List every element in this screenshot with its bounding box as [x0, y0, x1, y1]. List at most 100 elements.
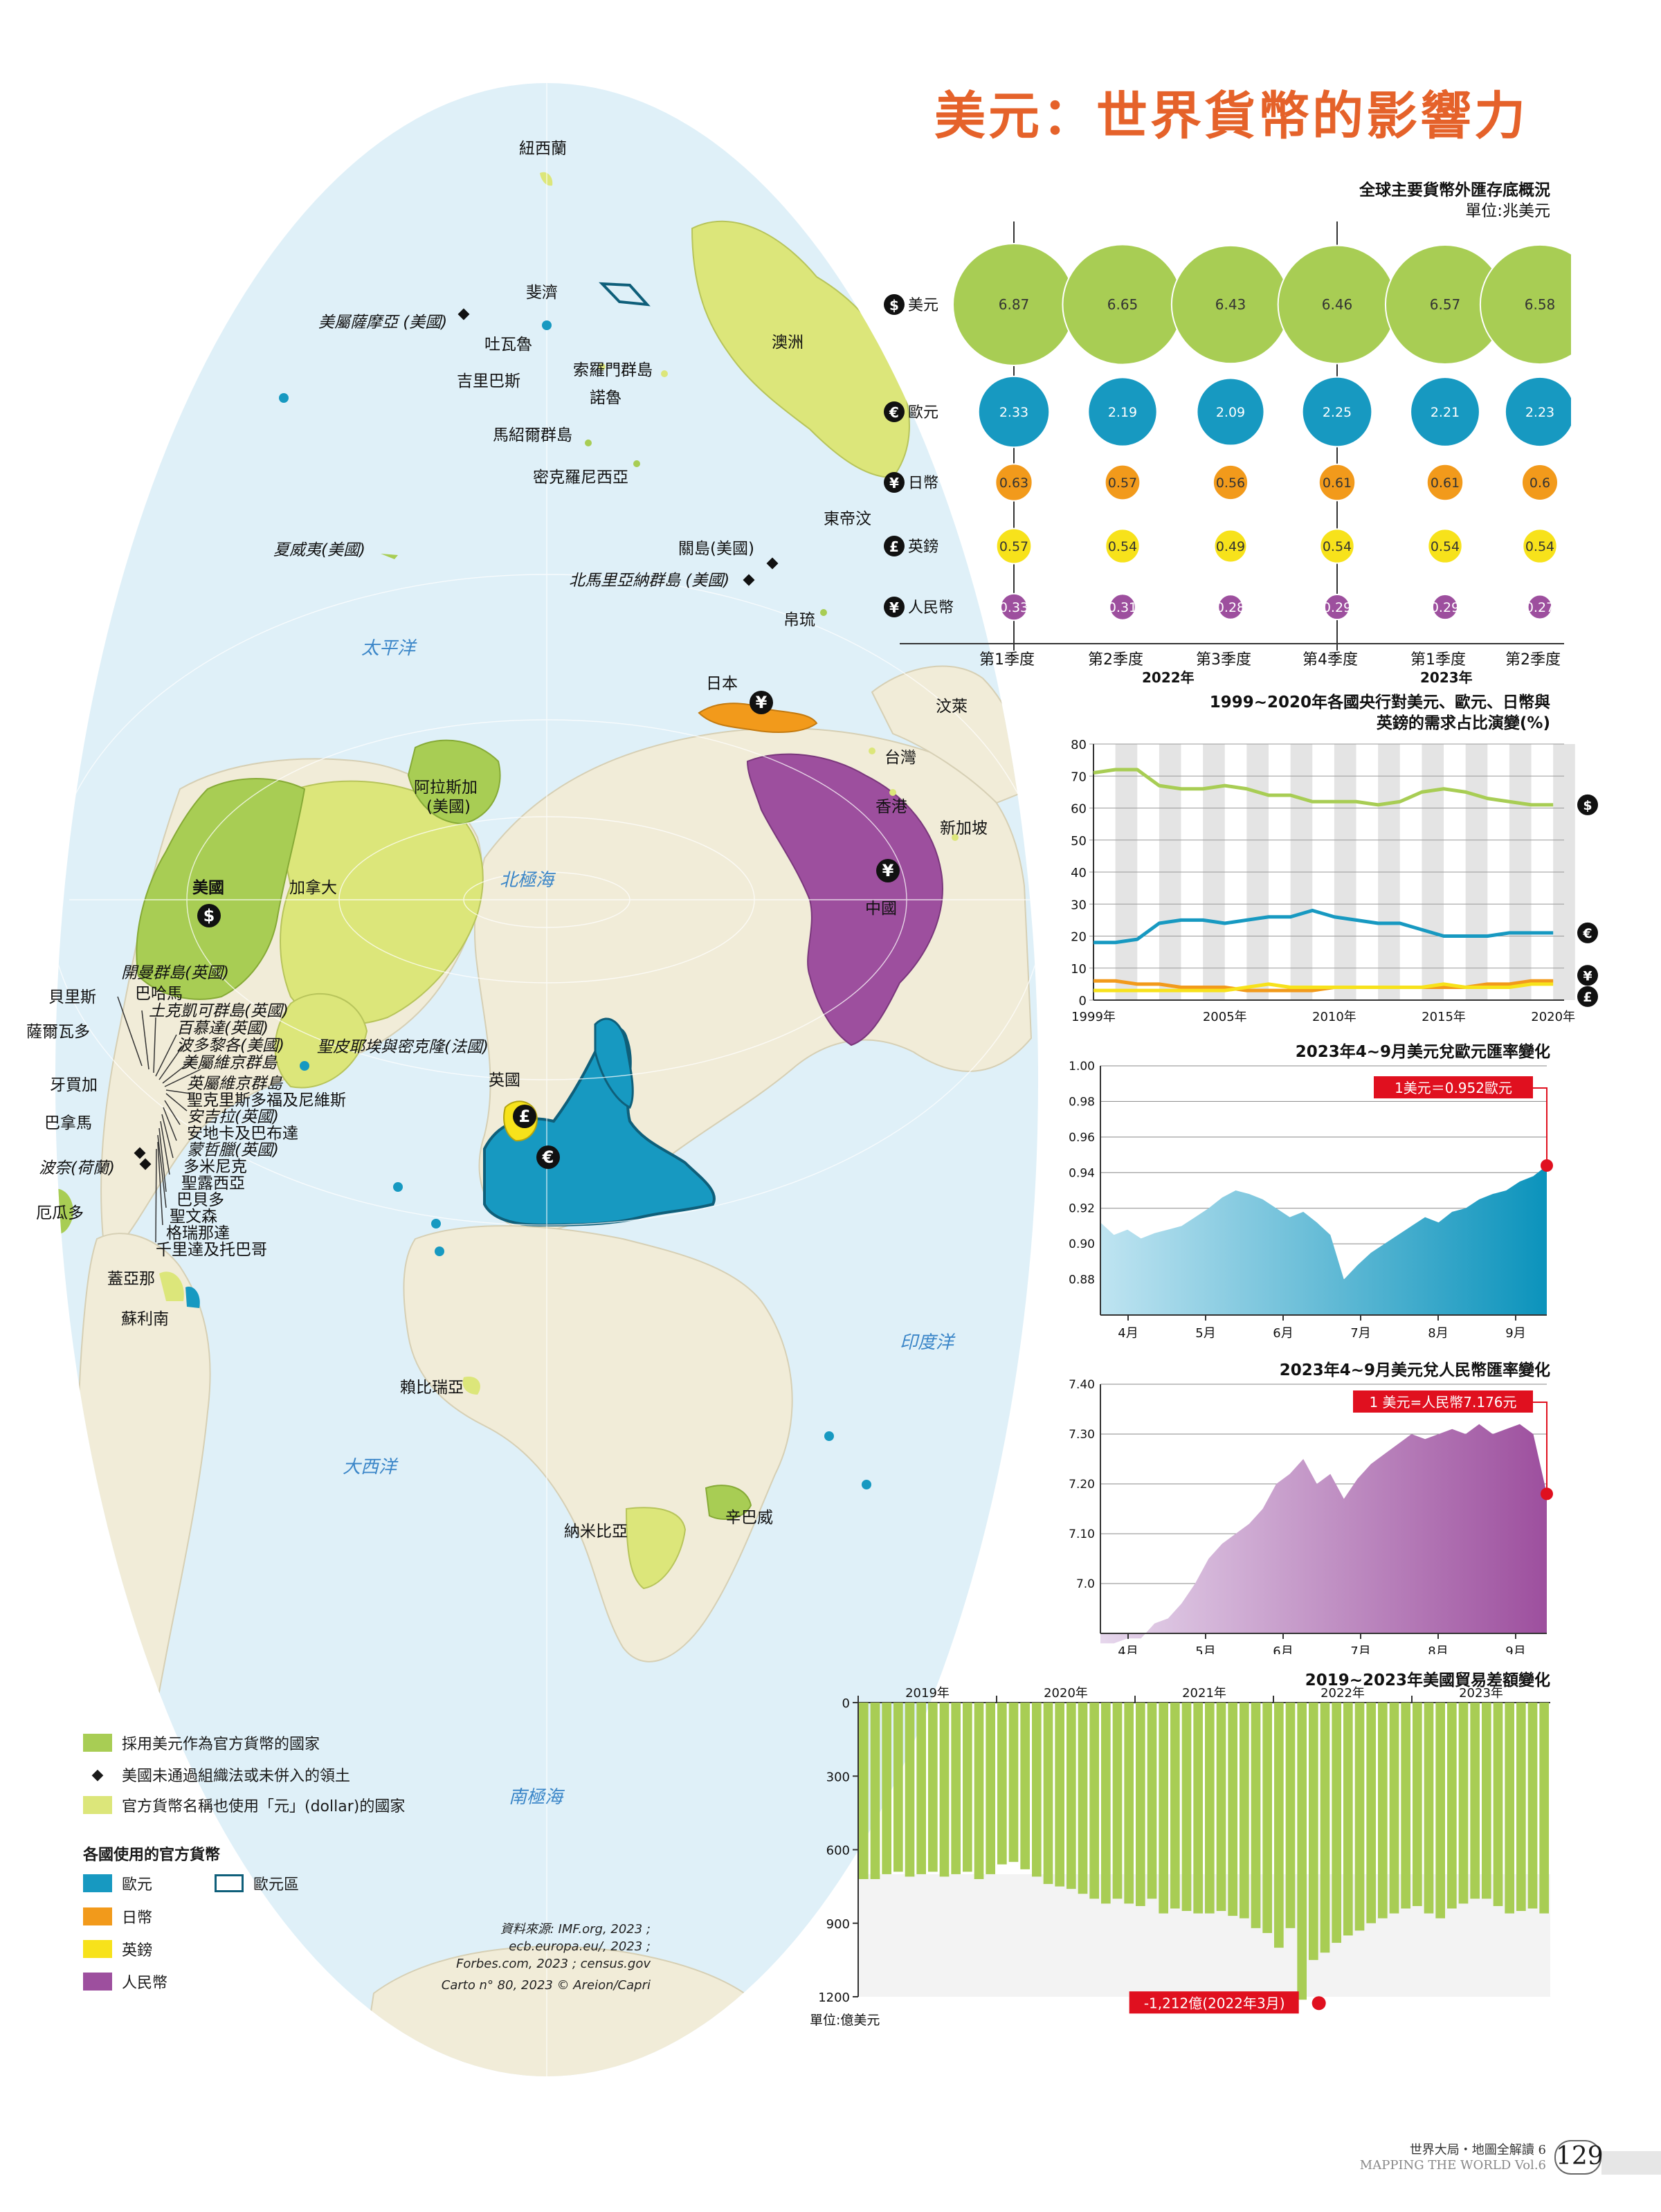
label-montserrat: 蒙哲臘(英國): [187, 1141, 279, 1159]
label-alaska-1: 阿拉斯加: [414, 779, 478, 797]
bar-18: [1067, 1703, 1076, 1889]
reserves-bubble-chart: $ 美元 6.87 6.65 6.43 6.46 6.57 6.58 € 歐元 2.33 2.19 2.…: [884, 221, 1571, 685]
bar-49: [1424, 1703, 1434, 1914]
bubble-4-1: [1109, 593, 1136, 621]
reserves-title-text: 全球主要貨幣外匯存底概況: [1359, 181, 1550, 199]
xtick-4: 2023年: [1459, 1686, 1503, 1701]
bar-12: [997, 1703, 1007, 1865]
label-ecuador: 厄瓜多: [36, 1204, 84, 1222]
quarter-label-0: 第1季度: [979, 651, 1035, 669]
ytick-7.30: 7.30: [1069, 1428, 1095, 1442]
bar-48: [1413, 1703, 1422, 1906]
bar-6: [928, 1703, 938, 1872]
year-label-2022: 2022年: [1142, 669, 1195, 685]
source-line-3: Forbes.com, 2023 ; census.gov: [456, 1957, 651, 1971]
currency-symbol-1: €: [889, 404, 899, 421]
currency-icon-1: [884, 401, 905, 422]
land-usa: [136, 778, 306, 1000]
currency-label-3: 英鎊: [908, 538, 938, 556]
min-marker: [1311, 1996, 1326, 2011]
ytick-1200: 1200: [818, 1991, 850, 2005]
bubble-value-3-0: 0.57: [999, 539, 1028, 554]
xtick-1: 5月: [1195, 1326, 1215, 1341]
land-ecuador: [55, 1188, 73, 1234]
bar-59: [1539, 1703, 1549, 1914]
currency-symbol-0: $: [889, 297, 899, 314]
eur-chart-title: 2023年4~9月美元兌歐元匯率變化: [1295, 1043, 1550, 1061]
label-bahamas-uk: 開曼群島(英國): [121, 964, 229, 982]
bar-33: [1240, 1703, 1249, 1919]
bar-14: [1020, 1703, 1030, 1869]
bar-0: [859, 1703, 869, 1879]
bubble-4-5: [1527, 594, 1553, 620]
cny-chart-title: 2023年4~9月美元兌人民幣匯率變化: [1279, 1361, 1550, 1379]
ytick-40: 40: [1071, 866, 1087, 880]
swatch-rmb: [83, 1973, 112, 1991]
bubble-value-2-5: 0.6: [1530, 475, 1550, 491]
bubble-value-3-1: 0.54: [1108, 539, 1137, 554]
bar-47: [1401, 1703, 1410, 1909]
xtick-5: 9月: [1505, 1326, 1525, 1341]
bar-25: [1147, 1703, 1157, 1899]
xtick-2: 6月: [1273, 1644, 1293, 1654]
xtick-3: 7月: [1350, 1326, 1370, 1341]
quarter-label-4: 第1季度: [1410, 651, 1466, 669]
bar-35: [1262, 1703, 1272, 1933]
label-antigua: 安地卡及巴布達: [187, 1125, 298, 1143]
label-japan: 日本: [706, 675, 738, 693]
bubble-value-4-3: 0.29: [1323, 600, 1352, 615]
bubble-2-2: [1212, 464, 1249, 501]
bar-23: [1124, 1703, 1134, 1904]
line-chart-title: 1999~2020年各國央行對美元、歐元、日幣與 英鎊的需求占比演變(%): [1210, 692, 1550, 734]
bar-51: [1447, 1703, 1457, 1909]
label-dominica: 多米尼克: [183, 1158, 247, 1176]
ytick-0: 0: [842, 1696, 850, 1711]
quarter-label-2: 第3季度: [1196, 651, 1251, 669]
bubble-value-0-4: 6.57: [1430, 296, 1461, 313]
annotation-marker: [1541, 1159, 1553, 1172]
label-alaska: 阿拉斯加(美國): [414, 779, 478, 816]
bar-17: [1055, 1703, 1064, 1887]
bubble-value-2-0: 0.63: [999, 475, 1028, 491]
label-guyana: 蓋亞那: [107, 1270, 155, 1288]
world-map: $ ¥ ¥ £ € 紐西蘭 斐濟 美屬薩摩亞 (美國) 吐瓦魯 吉里巴斯 索羅門…: [26, 83, 1038, 2076]
xtick-1: 2020年: [1044, 1686, 1088, 1701]
land-japan: [698, 702, 818, 733]
bar-30: [1205, 1703, 1215, 1914]
label-st-lucia: 聖露西亞: [181, 1175, 245, 1193]
quarter-label-1: 第2季度: [1088, 651, 1143, 669]
bar-22: [1112, 1703, 1123, 1899]
bar-42: [1343, 1703, 1353, 1936]
bubble-2-3: [1318, 463, 1356, 502]
bar-8: [951, 1703, 961, 1874]
legend-dollar-named: 官方貨幣名稱也使用「元」(dollar)的國家: [83, 1794, 405, 1816]
bar-31: [1216, 1703, 1226, 1912]
bubble-3-3: [1319, 528, 1355, 564]
ytick-0.94: 0.94: [1069, 1166, 1095, 1180]
bubble-value-0-0: 6.87: [999, 296, 1030, 313]
label-marshall: 馬紹爾群島: [493, 426, 572, 444]
bar-1: [870, 1703, 880, 1879]
series-symbol-2: ¥: [1583, 968, 1592, 983]
legend-heading-label: 各國使用的官方貨幣: [83, 1847, 221, 1864]
legend-pound: 英鎊: [83, 1938, 152, 1960]
bubble-4-2: [1217, 594, 1244, 620]
label-solomon: 索羅門群島: [573, 361, 653, 379]
line-chart-title-2: 英鎊的需求占比演變(%): [1376, 714, 1550, 732]
bar-5: [916, 1703, 926, 1874]
land-namibia: [625, 1507, 687, 1590]
ytick-50: 50: [1071, 834, 1087, 849]
annotation-box: [1374, 1076, 1533, 1098]
bubble-2-5: [1521, 463, 1559, 502]
bubble-3-0: [995, 527, 1033, 565]
land-africa: [403, 1225, 793, 1662]
label-singapore: 新加坡: [940, 819, 988, 837]
label-belize: 貝里斯: [48, 988, 96, 1006]
footer-en: MAPPING THE WORLD Vol.6: [1359, 2158, 1546, 2173]
bubble-value-1-3: 2.25: [1323, 405, 1352, 420]
label-nauru: 諾魯: [590, 389, 621, 407]
legend-territory-label: 美國未通過組織法或未併入的領土: [122, 1768, 351, 1785]
bar-52: [1458, 1703, 1469, 1904]
label-vi-us: 美屬維京群島: [181, 1054, 278, 1072]
bubble-value-3-3: 0.54: [1323, 539, 1352, 554]
